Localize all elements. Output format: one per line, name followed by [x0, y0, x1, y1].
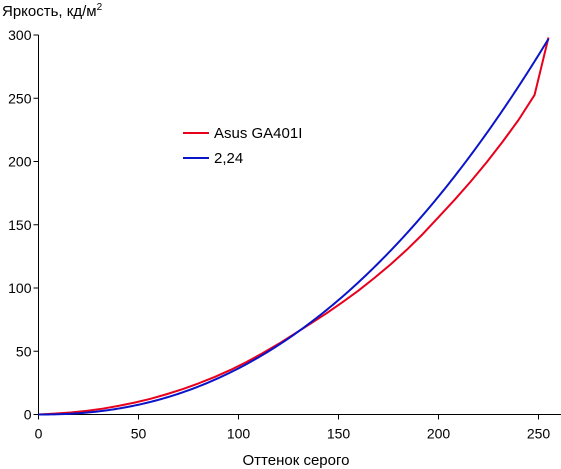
- y-tick-label: 200: [8, 154, 32, 170]
- series-line-gamma: [38, 38, 550, 416]
- y-tick-label: 150: [8, 217, 32, 233]
- x-tick-label: 150: [327, 426, 351, 442]
- x-tick-label: 250: [527, 426, 551, 442]
- legend-label-asus: Asus GA401I: [214, 125, 302, 142]
- x-tick-label: 200: [427, 426, 451, 442]
- y-tick-label: 300: [8, 27, 32, 43]
- x-axis-title: Оттенок серого: [243, 452, 350, 469]
- y-axis-ticks: 0 50 100 150 200 250 300: [8, 27, 39, 423]
- legend: Asus GA401I 2,24: [183, 125, 302, 167]
- y-tick-label: 0: [24, 407, 32, 423]
- y-tick-label: 250: [8, 90, 32, 106]
- series-line-asus: [38, 37, 550, 416]
- y-tick-label: 50: [16, 343, 32, 359]
- y-axis-title-superscript: 2: [97, 2, 103, 13]
- x-tick-label: 0: [35, 426, 43, 442]
- y-axis-title-text: Яркость, кд/м: [2, 3, 97, 20]
- legend-label-gamma: 2,24: [214, 150, 243, 167]
- x-tick-label: 100: [227, 426, 251, 442]
- y-tick-label: 100: [8, 280, 32, 296]
- x-tick-label: 50: [131, 426, 147, 442]
- y-axis-title: Яркость, кд/м2: [2, 2, 103, 20]
- x-axis-ticks: 0 50 100 150 200 250: [35, 414, 551, 442]
- series-layer: [38, 37, 550, 416]
